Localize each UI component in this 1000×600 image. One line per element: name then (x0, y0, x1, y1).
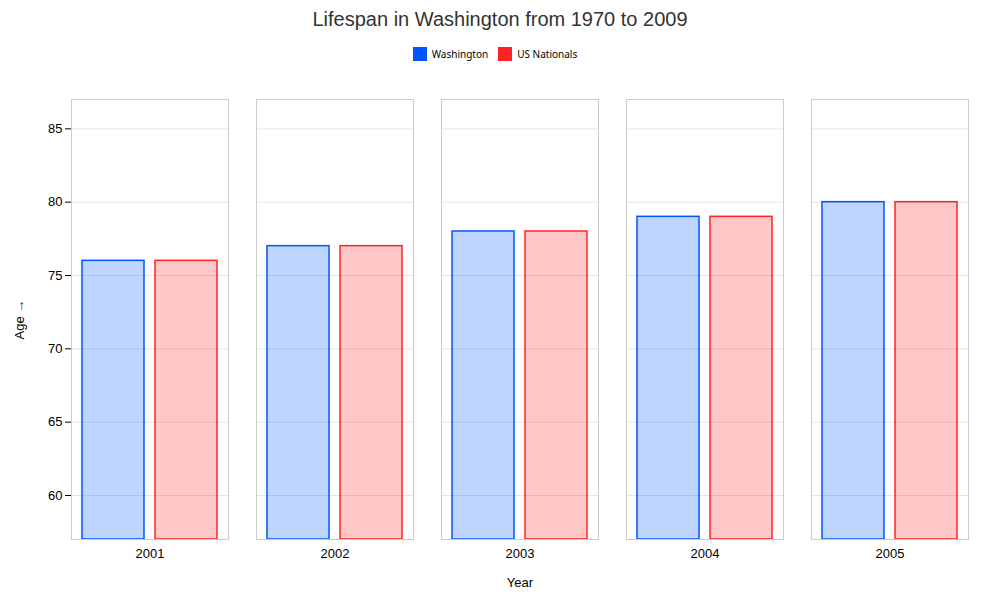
svg-text:70: 70 (48, 341, 62, 356)
svg-text:2005: 2005 (876, 546, 905, 561)
svg-text:2001: 2001 (136, 546, 165, 561)
svg-text:2003: 2003 (506, 546, 535, 561)
svg-text:65: 65 (48, 414, 62, 429)
svg-text:2004: 2004 (691, 546, 720, 561)
svg-text:Year: Year (507, 575, 534, 590)
html-text:Washington: Washington (431, 46, 489, 61)
svg-text:2002: 2002 (321, 546, 350, 561)
svg-text:85: 85 (48, 121, 62, 136)
svg-text:80: 80 (48, 194, 62, 209)
html-text:US Nationals: US Nationals (517, 46, 578, 61)
html-text:Lifespan in Washington from 19: Lifespan in Washington from 1970 to 2009 (312, 8, 688, 30)
svg-text:60: 60 (48, 488, 62, 503)
svg-text:75: 75 (48, 268, 62, 283)
svg-text:Age →: Age → (12, 300, 27, 340)
